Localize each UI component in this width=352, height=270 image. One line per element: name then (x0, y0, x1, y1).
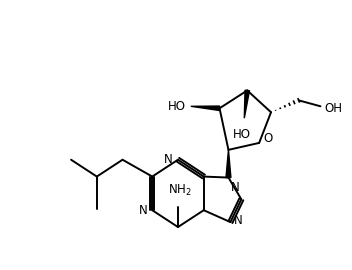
Text: OH: OH (325, 102, 342, 115)
Text: N: N (139, 204, 147, 217)
Text: O: O (263, 133, 272, 146)
Polygon shape (226, 150, 231, 178)
Text: NH$_2$: NH$_2$ (168, 183, 192, 198)
Text: N: N (164, 153, 173, 166)
Text: N: N (231, 181, 239, 194)
Text: N: N (233, 214, 242, 227)
Text: HO: HO (233, 128, 251, 141)
Polygon shape (191, 106, 220, 110)
Polygon shape (244, 90, 250, 118)
Text: HO: HO (168, 100, 186, 113)
